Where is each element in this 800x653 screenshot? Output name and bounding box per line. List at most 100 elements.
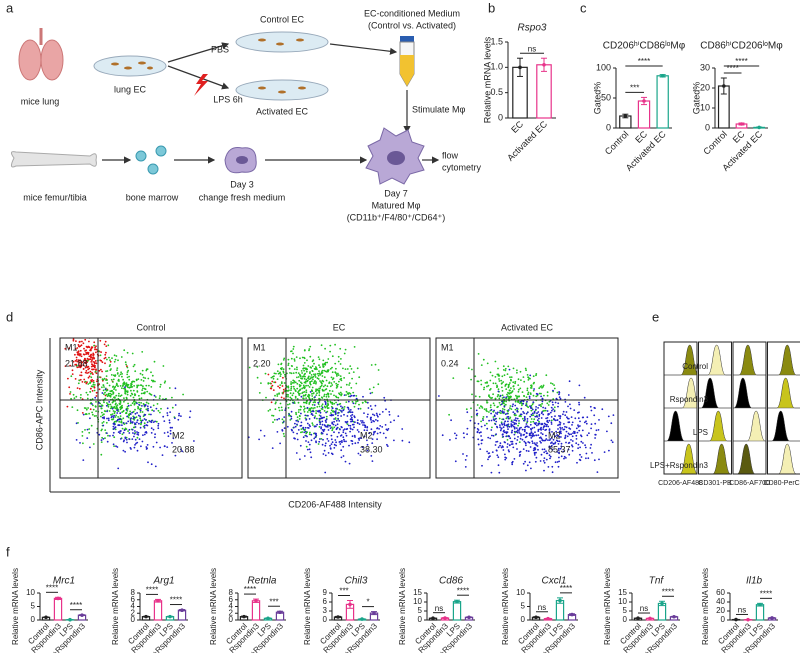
event-dot	[317, 389, 320, 392]
event-dot	[89, 408, 92, 411]
event-dot	[525, 449, 528, 452]
event-dot	[298, 418, 301, 420]
event-dot	[371, 442, 374, 444]
event-dot	[314, 396, 316, 398]
event-dot	[339, 347, 342, 350]
event-dot	[577, 424, 579, 427]
event-dot	[490, 397, 492, 400]
event-dot	[154, 380, 156, 383]
event-dot	[486, 416, 488, 418]
event-dot	[527, 376, 529, 379]
event-dot	[372, 433, 375, 436]
event-dot	[452, 377, 455, 379]
event-dot	[308, 348, 311, 350]
event-dot	[276, 395, 279, 397]
event-dot	[352, 394, 355, 397]
event-dot	[556, 419, 559, 421]
event-dot	[334, 343, 336, 346]
event-dot	[327, 402, 329, 405]
dish	[235, 79, 329, 101]
event-dot	[379, 425, 382, 427]
event-dot	[337, 374, 340, 376]
event-dot	[501, 375, 504, 378]
event-dot	[507, 410, 509, 413]
event-dot	[141, 405, 143, 407]
event-dot	[530, 418, 533, 420]
event-dot	[466, 411, 469, 414]
event-dot	[557, 428, 559, 430]
event-dot	[299, 357, 301, 360]
event-dot	[535, 373, 538, 375]
event-dot	[371, 460, 374, 462]
event-dot	[374, 430, 376, 433]
event-dot	[110, 416, 113, 419]
event-dot	[85, 349, 87, 352]
event-dot	[519, 453, 521, 456]
event-dot	[78, 345, 80, 348]
arrow	[329, 43, 398, 55]
event-dot	[497, 446, 500, 449]
x-tick-label: EC	[509, 119, 525, 135]
event-dot	[188, 416, 191, 419]
event-dot	[104, 356, 107, 359]
label: mice lung	[21, 96, 60, 106]
event-dot	[526, 420, 529, 422]
event-dot	[103, 386, 105, 388]
event-dot	[138, 438, 141, 440]
event-dot	[344, 368, 347, 370]
event-dot	[557, 465, 560, 468]
event-dot	[305, 384, 307, 387]
event-dot	[483, 386, 486, 389]
event-dot	[296, 368, 298, 371]
event-dot	[119, 334, 121, 336]
event-dot	[306, 400, 308, 403]
chart-title: Chil3	[345, 576, 368, 587]
event-dot	[320, 372, 323, 375]
event-dot	[492, 402, 495, 405]
event-dot	[540, 453, 543, 456]
event-dot	[286, 425, 289, 428]
event-dot	[311, 386, 314, 389]
event-dot	[159, 383, 162, 386]
event-dot	[341, 441, 343, 444]
event-dot	[523, 482, 525, 484]
event-dot	[91, 363, 93, 366]
event-dot	[302, 395, 305, 397]
event-dot	[131, 421, 134, 424]
event-dot	[525, 396, 528, 398]
event-dot	[322, 365, 325, 368]
histogram-frame	[663, 341, 698, 475]
event-dot	[98, 376, 101, 378]
event-dot	[541, 400, 544, 403]
event-dot	[304, 367, 307, 370]
event-dot	[317, 356, 320, 358]
event-dot	[512, 403, 514, 406]
event-dot	[318, 419, 321, 422]
event-dot	[527, 391, 530, 394]
event-dot	[125, 382, 128, 384]
y-tick-label: 0	[606, 122, 611, 132]
event-dot	[346, 368, 349, 370]
event-dot	[333, 394, 335, 397]
event-dot	[316, 417, 318, 420]
event-dot	[541, 402, 543, 405]
y-tick-label: 10	[26, 588, 35, 597]
y-tick-label: 10	[516, 588, 525, 597]
event-dot	[514, 400, 517, 403]
event-dot	[308, 397, 311, 400]
event-dot	[273, 418, 276, 421]
gate-name: M2	[172, 430, 185, 440]
event-dot	[374, 363, 377, 366]
event-dot	[108, 401, 111, 403]
event-dot	[330, 382, 333, 384]
event-dot	[305, 378, 308, 381]
data-point	[542, 63, 546, 67]
event-dot	[329, 350, 331, 353]
event-dot	[280, 396, 283, 399]
event-dot	[584, 444, 586, 447]
event-dot	[69, 391, 72, 393]
event-dot	[160, 407, 162, 410]
event-dot	[364, 424, 367, 427]
event-dot	[408, 441, 411, 444]
event-dot	[130, 448, 132, 450]
